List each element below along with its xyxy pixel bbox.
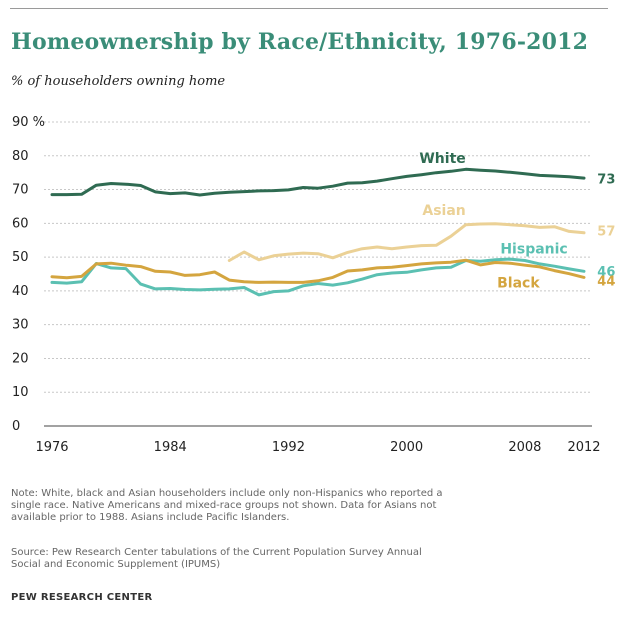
- note-line: Note: White, black and Asian householder…: [11, 488, 443, 499]
- y-tick-label: 40: [12, 284, 29, 299]
- end-value-asian: 57: [597, 224, 615, 239]
- y-tick-label: 20: [12, 351, 29, 366]
- note-line: available prior to 1988. Asians include …: [11, 512, 290, 523]
- chart-note: Note: White, black and Asian householder…: [11, 488, 611, 524]
- y-tick-label: 30: [12, 318, 29, 333]
- x-tick-label: 2008: [508, 440, 541, 455]
- line-chart: 0 10 20 30 40 50 60 70 80 90 % 1976 1984 1992 2000 200…: [12, 115, 615, 455]
- end-value-hispanic: 46: [597, 265, 615, 280]
- chart-subtitle: % of householders owning home: [11, 74, 226, 89]
- y-tick-label: 90 %: [12, 115, 45, 130]
- y-tick-label: 70: [12, 183, 29, 198]
- series-line-asian: [227, 222, 586, 262]
- y-tick-label: 60: [12, 216, 29, 231]
- x-tick-label: 2000: [390, 440, 423, 455]
- x-tick-label: 1984: [154, 440, 187, 455]
- y-tick-label: 0: [12, 419, 20, 434]
- brand-label: PEW RESEARCH CENTER: [11, 592, 153, 603]
- top-rule: [10, 8, 608, 9]
- x-tick-label: 2012: [567, 440, 600, 455]
- x-tick-label: 1992: [272, 440, 305, 455]
- x-tick-label: 1976: [35, 440, 68, 455]
- series-line-white: [50, 167, 586, 197]
- y-tick-label: 50: [12, 250, 29, 265]
- source-line: Source: Pew Research Center tabulations …: [11, 547, 422, 558]
- end-value-black: 44: [597, 274, 615, 289]
- note-line: single race. Native Americans and mixed-…: [11, 500, 437, 511]
- series-label-white: White: [419, 151, 465, 167]
- chart-title: Homeownership by Race/Ethnicity, 1976-20…: [11, 29, 589, 55]
- series-label-black: Black: [497, 276, 540, 292]
- series-line-hispanic: [50, 257, 586, 297]
- series-line-black: [50, 258, 586, 284]
- series-label-hispanic: Hispanic: [500, 242, 567, 258]
- source-line: Social and Economic Supplement (IPUMS): [11, 559, 221, 570]
- y-tick-label: 80: [12, 149, 29, 164]
- series-label-asian: Asian: [422, 203, 465, 219]
- y-tick-label: 10: [12, 385, 29, 400]
- end-value-white: 73: [597, 172, 615, 187]
- chart-source: Source: Pew Research Center tabulations …: [11, 547, 611, 571]
